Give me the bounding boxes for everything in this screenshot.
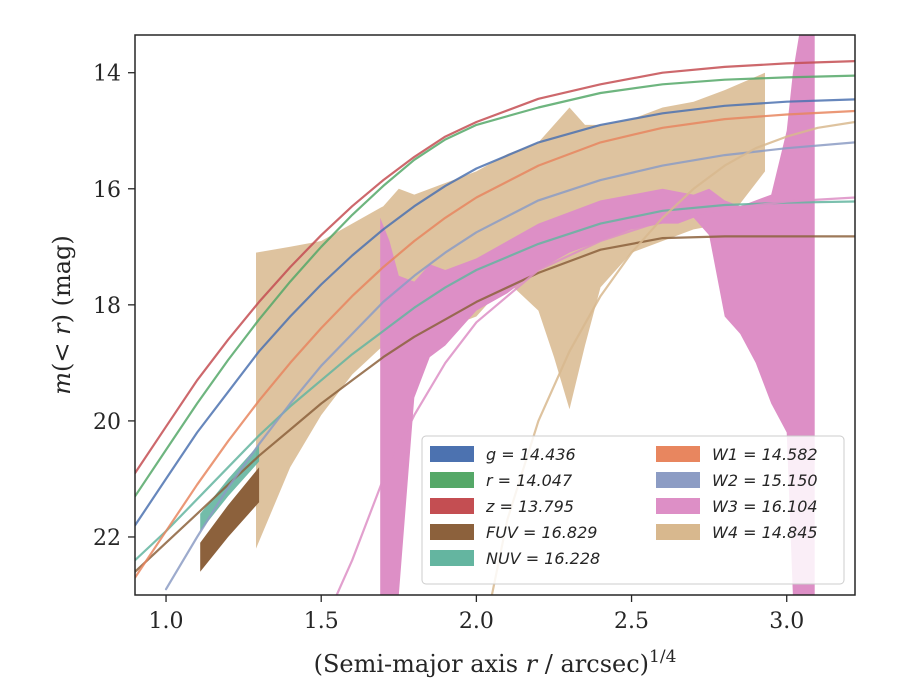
legend-frame <box>421 435 845 585</box>
legend-swatch-w3 <box>656 498 700 514</box>
x-tick-label: 2.0 <box>459 609 494 634</box>
legend-swatch-w2 <box>656 472 700 488</box>
legend: g = 14.436 r = 14.047 z = 13.795 FUV = 16.8… <box>421 435 845 585</box>
series-line-w2 <box>164 141 855 591</box>
band-w4 <box>256 72 765 549</box>
legend-swatch-z <box>430 498 474 514</box>
series-line-r <box>135 74 855 498</box>
band-w3 <box>380 35 815 595</box>
x-tick-label: 2.5 <box>614 609 649 634</box>
legend-label-w2: W2 = 15.150 <box>712 471 818 490</box>
legend-swatch-w4 <box>656 524 700 540</box>
series-line-fuv <box>135 235 855 573</box>
y-tick-label: 18 <box>93 294 121 319</box>
series-line-w1 <box>135 109 855 579</box>
legend-entries: g = 14.436 r = 14.047 z = 13.795 FUV = 16.8… <box>430 445 818 568</box>
series-line-z <box>135 59 855 475</box>
x-tick-label: 3.0 <box>769 609 804 634</box>
legend-label-w1: W1 = 14.582 <box>712 445 818 464</box>
ticks-layer: 1.0 1.5 2.0 2.5 3.0 14 16 18 20 22 <box>93 62 804 634</box>
legend-swatch-r <box>430 472 474 488</box>
x-axis-label: (Semi-major axis r / arcsec)1/4 <box>314 647 677 678</box>
series-line-g <box>135 98 855 527</box>
band-fuv <box>200 467 260 572</box>
legend-swatch-g <box>430 446 474 462</box>
legend-label-g: g = 14.436 <box>486 445 576 464</box>
y-tick-label: 16 <box>93 178 121 203</box>
legend-label-z: z = 13.795 <box>485 497 574 516</box>
legend-label-r: r = 14.047 <box>486 471 573 490</box>
legend-swatch-fuv <box>430 524 474 540</box>
series-line-nuv <box>135 200 855 562</box>
y-tick-label: 14 <box>93 62 121 87</box>
series-line-w4 <box>490 120 855 595</box>
y-axis-label: m(< r) (mag) <box>48 235 76 395</box>
legend-swatch-nuv <box>430 550 474 566</box>
legend-label-w4: W4 = 14.845 <box>712 523 818 542</box>
legend-swatch-w1 <box>656 446 700 462</box>
legend-label-w3: W3 = 16.104 <box>712 497 818 516</box>
series-line-w3 <box>335 196 855 595</box>
plot-frame <box>134 34 856 596</box>
legend-label-fuv: FUV = 16.829 <box>486 523 597 542</box>
y-tick-label: 22 <box>93 526 121 551</box>
x-tick-label: 1.5 <box>304 609 339 634</box>
x-tick-label: 1.0 <box>149 609 184 634</box>
legend-label-nuv: NUV = 16.228 <box>486 549 600 568</box>
y-tick-label: 20 <box>93 410 121 435</box>
lines-layer <box>135 59 855 595</box>
